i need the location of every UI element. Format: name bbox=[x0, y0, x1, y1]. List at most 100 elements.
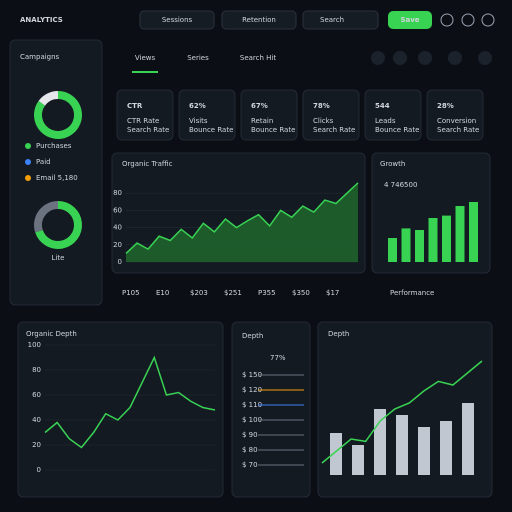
kpi-card bbox=[116, 89, 174, 141]
y-tick-label: 60 bbox=[32, 391, 41, 399]
y-tick-label: 20 bbox=[32, 441, 41, 449]
row-label: $ 120 bbox=[242, 386, 262, 394]
bar bbox=[401, 228, 411, 262]
bar bbox=[469, 202, 478, 262]
kpi-value: CTR bbox=[127, 102, 143, 110]
y-tick-label: 20 bbox=[113, 241, 122, 249]
toolbar-icon[interactable] bbox=[393, 51, 407, 65]
organic-line bbox=[44, 355, 216, 449]
kpi-value: 28% bbox=[437, 102, 454, 110]
toolbar-icon[interactable] bbox=[371, 51, 385, 65]
button-label: Save bbox=[400, 16, 419, 24]
toolbar-icon[interactable] bbox=[478, 51, 492, 65]
depth-line bbox=[321, 360, 483, 464]
row-label: $ 80 bbox=[242, 446, 258, 454]
chart-title: Organic Depth bbox=[26, 330, 77, 338]
kpi-sub: Search Rate bbox=[127, 126, 169, 134]
panel bbox=[231, 321, 311, 498]
chart-title: Organic Traffic bbox=[122, 160, 173, 168]
kpi-label: Clicks bbox=[313, 117, 334, 125]
tab-label: Retention bbox=[242, 16, 276, 24]
traffic-line-area bbox=[126, 182, 358, 262]
bar bbox=[374, 409, 386, 475]
y-tick-label: 100 bbox=[28, 341, 41, 349]
chart-title: Growth bbox=[380, 160, 405, 168]
kpi-value: 78% bbox=[313, 102, 330, 110]
y-tick-label: 60 bbox=[113, 206, 122, 214]
donut-segment bbox=[35, 201, 82, 249]
bar bbox=[455, 206, 465, 262]
y-tick-label: 0 bbox=[37, 466, 41, 474]
kpi-sub: Search Rate bbox=[313, 126, 355, 134]
kpi-value: 544 bbox=[375, 102, 390, 110]
row-label: $ 70 bbox=[242, 461, 258, 469]
kpi-label: CTR Rate bbox=[127, 117, 159, 125]
logo: ANALYTICS bbox=[20, 16, 63, 24]
bar bbox=[330, 433, 342, 475]
legend-label: Purchases bbox=[36, 142, 72, 150]
kpi-label: Leads bbox=[375, 117, 396, 125]
bar bbox=[415, 230, 424, 262]
chart-title: Depth bbox=[328, 330, 349, 338]
icon[interactable] bbox=[481, 13, 495, 27]
legend-label: Paid bbox=[36, 158, 51, 166]
row-label: $ 110 bbox=[242, 401, 262, 409]
donut-segment bbox=[34, 91, 82, 139]
status-code: P355 bbox=[258, 289, 276, 297]
legend-dot bbox=[25, 159, 31, 165]
kpi-card bbox=[364, 89, 422, 141]
kpi-sub: Bounce Rate bbox=[251, 126, 295, 134]
status-code: E10 bbox=[156, 289, 169, 297]
nav-tab: Search Hit bbox=[240, 54, 276, 62]
bar bbox=[442, 215, 451, 262]
icon[interactable] bbox=[440, 13, 454, 27]
row-label: $ 150 bbox=[242, 371, 262, 379]
kpi-label: Conversion bbox=[437, 117, 476, 125]
row-label: $ 90 bbox=[242, 431, 258, 439]
tab-button[interactable] bbox=[221, 10, 297, 30]
toolbar-icon[interactable] bbox=[418, 51, 432, 65]
depth-value: 77% bbox=[270, 354, 286, 362]
kpi-card bbox=[302, 89, 360, 141]
search-box[interactable] bbox=[302, 10, 379, 30]
toolbar-icon[interactable] bbox=[448, 51, 462, 65]
bar bbox=[388, 238, 397, 262]
status-code: $251 bbox=[224, 289, 242, 297]
sidebar bbox=[9, 39, 103, 306]
kpi-value: 67% bbox=[251, 102, 268, 110]
traffic-line bbox=[125, 182, 359, 254]
bar bbox=[396, 415, 408, 475]
kpi-label: Visits bbox=[189, 117, 208, 125]
nav-tab: Views bbox=[135, 54, 156, 62]
icon[interactable] bbox=[461, 13, 475, 27]
kpi-card bbox=[426, 89, 484, 141]
y-tick-label: 40 bbox=[32, 416, 41, 424]
tab-label: Sessions bbox=[162, 16, 193, 24]
y-tick-label: 80 bbox=[113, 189, 122, 197]
panel bbox=[17, 321, 224, 498]
bar bbox=[428, 218, 438, 262]
status-code: $17 bbox=[326, 289, 339, 297]
sidebar-title: Campaigns bbox=[20, 53, 60, 61]
status-code: Performance bbox=[390, 289, 434, 297]
bar bbox=[418, 427, 430, 475]
donut-label: Lite bbox=[52, 254, 65, 262]
kpi-sub: Search Rate bbox=[437, 126, 479, 134]
legend-label: Email 5,180 bbox=[36, 174, 78, 182]
tab-button[interactable] bbox=[139, 10, 215, 30]
legend-dot bbox=[25, 175, 31, 181]
bar bbox=[440, 421, 452, 475]
status-code: $350 bbox=[292, 289, 310, 297]
legend-dot bbox=[25, 143, 31, 149]
kpi-card bbox=[178, 89, 236, 141]
kpi-card bbox=[240, 89, 298, 141]
kpi-value: 62% bbox=[189, 102, 206, 110]
nav-tab: Series bbox=[187, 54, 209, 62]
save-button[interactable] bbox=[388, 11, 432, 29]
status-code: $203 bbox=[190, 289, 208, 297]
donut-segment bbox=[34, 201, 59, 233]
bar bbox=[462, 403, 474, 475]
donut-segment bbox=[38, 91, 59, 106]
growth-value: 4 746500 bbox=[384, 181, 417, 189]
